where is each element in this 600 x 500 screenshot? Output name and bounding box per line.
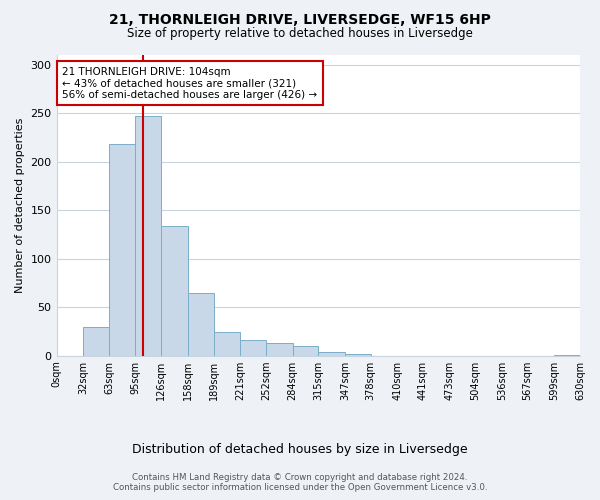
Text: Contains HM Land Registry data © Crown copyright and database right 2024.
Contai: Contains HM Land Registry data © Crown c… xyxy=(113,473,487,492)
Y-axis label: Number of detached properties: Number of detached properties xyxy=(15,118,25,293)
Bar xyxy=(83,326,109,356)
Bar xyxy=(293,346,318,356)
Bar xyxy=(318,352,345,356)
Bar xyxy=(109,144,136,356)
Text: 21, THORNLEIGH DRIVE, LIVERSEDGE, WF15 6HP: 21, THORNLEIGH DRIVE, LIVERSEDGE, WF15 6… xyxy=(109,12,491,26)
Text: Size of property relative to detached houses in Liversedge: Size of property relative to detached ho… xyxy=(127,28,473,40)
Text: Distribution of detached houses by size in Liversedge: Distribution of detached houses by size … xyxy=(132,442,468,456)
Bar xyxy=(266,343,293,355)
Bar xyxy=(161,226,188,356)
Text: 21 THORNLEIGH DRIVE: 104sqm
← 43% of detached houses are smaller (321)
56% of se: 21 THORNLEIGH DRIVE: 104sqm ← 43% of det… xyxy=(62,66,317,100)
Bar xyxy=(554,354,580,356)
Bar xyxy=(214,332,240,355)
Bar xyxy=(188,292,214,356)
Bar xyxy=(345,354,371,356)
Bar xyxy=(240,340,266,355)
Bar xyxy=(136,116,161,356)
